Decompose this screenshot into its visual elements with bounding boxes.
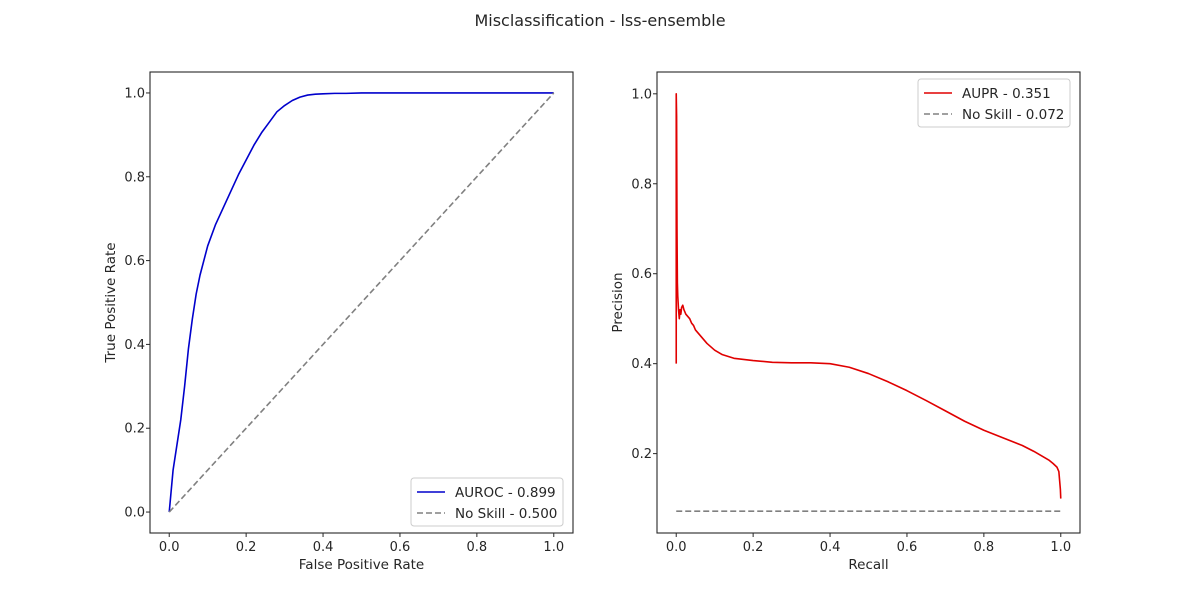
pr-x-axis-label: Recall: [848, 557, 888, 573]
roc-y-axis-label: True Positive Rate: [103, 242, 119, 363]
pr-ytick-label: 0.4: [631, 357, 652, 372]
roc-ytick-label: 1.0: [124, 86, 145, 101]
roc-xtick-label: 0.4: [313, 540, 334, 555]
roc-legend-label: AUROC - 0.899: [455, 485, 556, 501]
pr-axes-frame: [656, 71, 1081, 534]
roc-legend-box: [410, 477, 564, 527]
roc-xtick-label: 0.8: [467, 540, 488, 555]
roc-chart: 0.0 0.2 0.4 0.6 0.8 1.0 0.0 0.2 0.4 0.6 0.8 1.0 Fals…: [103, 71, 574, 573]
pr-legend-label: No Skill - 0.072: [962, 107, 1064, 123]
pr-xtick-label: 0.4: [820, 540, 841, 555]
roc-ytick-label: 0.8: [124, 170, 145, 185]
roc-xtick-label: 1.0: [543, 540, 564, 555]
pr-y-axis-label: Precision: [610, 272, 626, 332]
pr-series-0-line: [675, 93, 1062, 499]
pr-legend-label: AUPR - 0.351: [962, 86, 1051, 102]
roc-xtick-label: 0.2: [236, 540, 257, 555]
roc-ytick-label: 0.0: [124, 506, 145, 521]
roc-ytick-label: 0.4: [124, 338, 145, 353]
pr-ytick-label: 1.0: [631, 87, 652, 102]
roc-ytick-label: 0.2: [124, 422, 145, 437]
pr-chart: 0.0 0.2 0.4 0.6 0.8 1.0 0.2 0.4 0.6 0.8 1.0 Recall P…: [610, 71, 1081, 573]
roc-x-axis-label: False Positive Rate: [299, 557, 424, 573]
roc-legend-label: No Skill - 0.500: [455, 506, 557, 522]
pr-ytick-label: 0.8: [631, 177, 652, 192]
roc-axes-frame: [149, 71, 574, 534]
pr-xtick-label: 0.2: [743, 540, 764, 555]
roc-series-0-line: [168, 92, 554, 513]
figure-title: Misclassification - lss-ensemble: [474, 11, 725, 30]
roc-legend: AUROC - 0.899 No Skill - 0.500: [410, 477, 564, 527]
roc-ytick-label: 0.6: [124, 254, 145, 269]
pr-ytick-label: 0.2: [631, 447, 652, 462]
pr-xtick-label: 0.6: [897, 540, 918, 555]
pr-ytick-label: 0.6: [631, 267, 652, 282]
pr-legend-box: [917, 78, 1071, 128]
pr-xtick-label: 0.0: [666, 540, 687, 555]
pr-legend: AUPR - 0.351 No Skill - 0.072: [917, 78, 1071, 128]
roc-xtick-label: 0.6: [390, 540, 411, 555]
pr-xtick-label: 0.8: [974, 540, 995, 555]
roc-xtick-label: 0.0: [159, 540, 180, 555]
pr-xtick-label: 1.0: [1050, 540, 1071, 555]
roc-series-1-line: [168, 92, 555, 513]
